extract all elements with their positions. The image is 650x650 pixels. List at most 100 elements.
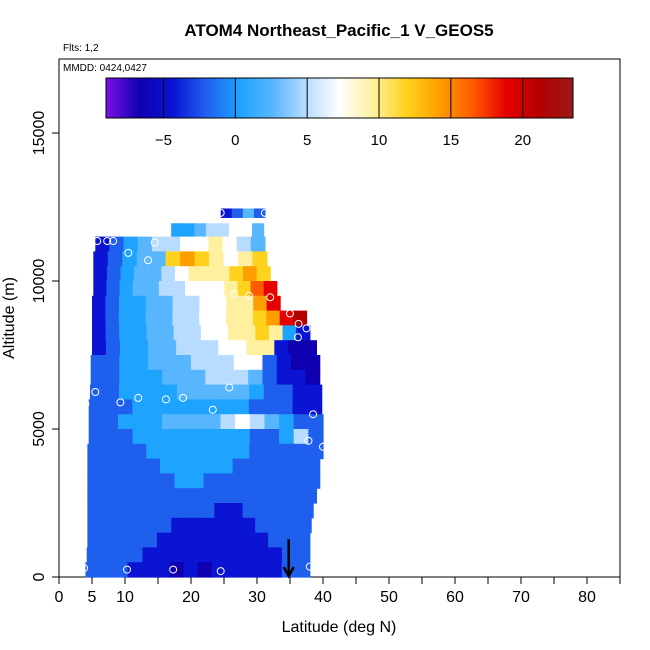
heatmap-cell [171, 281, 186, 297]
heatmap-cell [247, 458, 263, 474]
heatmap-cell [269, 517, 284, 534]
heatmap-cell [240, 223, 253, 238]
x-tick-label: 70 [512, 589, 530, 606]
heatmap-cell [199, 517, 214, 534]
heatmap-cell [240, 547, 255, 563]
heatmap-cell [293, 443, 309, 460]
heatmap-cell [262, 355, 278, 371]
chart-title: ATOM4 Northeast_Pacific_1 V_GEOS5 [184, 21, 493, 40]
heatmap-cell [87, 532, 102, 548]
heatmap-cell [226, 547, 241, 563]
heatmap-cell [214, 325, 229, 341]
sample-point [225, 383, 234, 392]
heatmap-cell [176, 414, 192, 430]
colorbar-scale [105, 77, 574, 119]
y-axis-label: Altitude (m) [1, 277, 18, 359]
heatmap-cell [146, 325, 161, 341]
sample-point [134, 393, 143, 402]
heatmap-cell [129, 503, 145, 519]
heatmap-cell [90, 369, 106, 386]
heatmap-cell [119, 369, 135, 386]
heatmap-cell [220, 384, 236, 400]
heatmap-cell [185, 517, 200, 534]
heatmap-cell [109, 236, 125, 252]
heatmap-cell [297, 517, 312, 534]
y-tick-label: 5000 [31, 411, 48, 447]
colorbar-tick-label: 20 [514, 132, 531, 149]
x-tick-label: 20 [182, 589, 200, 606]
heatmap-cell [205, 355, 221, 371]
heatmap-cell [190, 355, 206, 371]
heatmap-cell [90, 355, 106, 371]
sample-point [319, 442, 327, 451]
heatmap-cell [276, 473, 292, 489]
sample-point [122, 565, 131, 574]
heatmap-cell [197, 562, 213, 578]
heatmap-cell [202, 266, 217, 282]
x-axis-label: Latitude (deg N) [282, 619, 397, 636]
heatmap-cell [200, 503, 215, 519]
heatmap-cell [151, 251, 167, 267]
heatmap-cell [129, 532, 144, 548]
heatmap-cell [199, 295, 214, 312]
heatmap-cell [101, 458, 118, 474]
heatmap-cell [223, 251, 239, 267]
x-tick-label: 60 [446, 589, 464, 606]
heatmap-cell [105, 325, 120, 341]
heatmap-cell [220, 429, 236, 445]
sample-point [179, 393, 188, 402]
heatmap-cell [218, 340, 233, 356]
heatmap-cell [113, 562, 129, 578]
heatmap-cell [295, 532, 311, 548]
heatmap-cell [146, 443, 162, 460]
heatmap-cell [266, 295, 281, 312]
heatmap-cell [127, 562, 143, 578]
heatmap-cell [235, 429, 251, 445]
heatmap-cell [191, 414, 207, 430]
heatmap-cell [248, 355, 264, 371]
heatmap-cell [264, 443, 280, 460]
heatmap-cell [217, 223, 230, 238]
heatmap-cell [183, 562, 199, 578]
heatmap-cell [189, 458, 205, 474]
heatmap-cell [239, 295, 254, 312]
heatmap-cell [250, 281, 265, 297]
heatmap-cell [235, 414, 251, 430]
y-tick-label: 10000 [31, 259, 48, 304]
heatmap-cell [134, 340, 149, 356]
heatmap-cell [249, 429, 266, 445]
heatmap-cell [161, 443, 177, 460]
heatmap-cell [239, 310, 254, 326]
heatmap-cell [104, 384, 120, 400]
sample-point [286, 309, 294, 318]
heatmap-cell [145, 281, 160, 297]
sample-point [245, 291, 254, 300]
heatmap-cell [230, 488, 246, 504]
heatmap-cell [234, 399, 250, 415]
sample-point [305, 562, 314, 571]
heatmap-cell [214, 503, 230, 519]
heatmap-cell [270, 503, 286, 519]
x-tick-label: 5 [88, 589, 97, 606]
heatmap-cell [236, 236, 252, 252]
heatmap-cell [302, 340, 317, 356]
heatmap-cell [106, 266, 122, 282]
heatmap-cell [292, 384, 308, 400]
heatmap-cell [244, 488, 260, 504]
x-tick-label: 40 [314, 589, 332, 606]
heatmap-cell [116, 473, 132, 489]
heatmap-cell [132, 325, 148, 341]
heatmap-cell [156, 532, 172, 548]
sample-point [302, 324, 311, 333]
heatmap-cell [219, 399, 235, 415]
heatmap-cell [182, 223, 195, 238]
heatmap-cell [187, 488, 203, 504]
heatmap-cell [171, 517, 186, 534]
heatmap-cell [172, 503, 187, 519]
heatmap-cell [118, 384, 135, 400]
heatmap-cell [158, 281, 173, 297]
heatmap-cell [161, 429, 178, 445]
heatmap-cell [189, 473, 205, 489]
heatmap-cell [240, 532, 255, 548]
